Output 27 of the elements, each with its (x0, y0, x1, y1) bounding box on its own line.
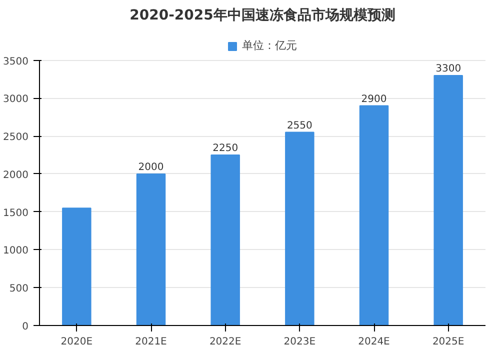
y-tick-label: 500 (9, 284, 29, 295)
bar (210, 154, 240, 326)
y-tick-label: 0 (22, 322, 29, 332)
y-tick-label: 1000 (3, 246, 29, 257)
y-tick-label: 2500 (3, 132, 29, 144)
data-label: 2250 (212, 143, 238, 154)
data-label: 2550 (286, 120, 312, 132)
chart-title: 2020-2025年中国速冻食品市场规模预测 (130, 6, 396, 24)
y-tick-label: 3000 (3, 94, 29, 106)
x-tick-label: 2023E (284, 336, 316, 348)
bar (285, 132, 314, 326)
data-label: 3300 (436, 63, 462, 74)
data-label: 2000 (138, 162, 164, 173)
bar (62, 208, 92, 326)
legend-label: 单位：亿元 (242, 38, 297, 53)
x-tick-label: 2020E (60, 336, 93, 348)
data-label: 2900 (361, 94, 387, 105)
y-tick-label: 2000 (3, 170, 29, 181)
x-tick-label: 2022E (209, 336, 242, 348)
bar (434, 74, 463, 326)
x-tick-label: 2021E (135, 336, 167, 348)
x-tick-label: 2025E (432, 336, 464, 348)
y-tick-label: 3500 (3, 56, 29, 68)
x-tick-label: 2024E (358, 336, 390, 348)
bar (359, 105, 389, 326)
bar (136, 173, 166, 326)
y-tick-label: 1500 (3, 208, 29, 219)
